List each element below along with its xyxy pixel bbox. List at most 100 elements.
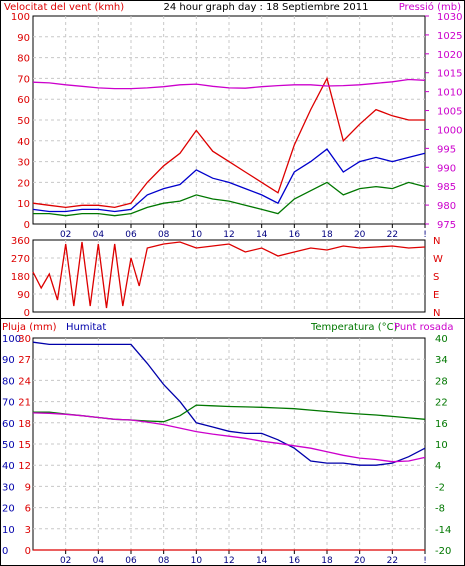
humidity-y-tick-label: 60 (2, 419, 15, 430)
temperature-y-tick-label: -20 (435, 546, 451, 557)
wind-series-0 (32, 76, 425, 209)
direction-compass-label: N (433, 236, 440, 247)
dewpoint-axis-title: Punt rosada (394, 322, 453, 333)
direction-y-tick-label: 270 (11, 254, 30, 265)
wind-series-3 (32, 78, 426, 90)
pressure-y-tick-label: 975 (437, 220, 456, 231)
wind-x-tick-label: 10 (191, 230, 203, 240)
temperature-y-tick-label: -2 (435, 482, 445, 493)
wind-y-tick-label: 50 (17, 116, 30, 127)
pressure-y-tick-label: 985 (437, 182, 456, 193)
temperature-y-tick-label: 28 (435, 376, 448, 387)
wind-y-tick-label: 60 (17, 95, 30, 106)
humidity-y-tick-label: 30 (2, 482, 15, 493)
temperature-y-tick-label: 22 (435, 398, 448, 409)
temperature-axis-title: Temperatura (°C) (310, 322, 398, 333)
rain-axis-title: Pluja (mm) (2, 322, 57, 333)
climate-x-tick-label: 02 (60, 556, 71, 566)
pressure-y-tick-label: 980 (437, 201, 456, 212)
climate-x-tick-label: 06 (125, 556, 137, 566)
rain-y-tick-label: 9 (25, 482, 31, 493)
wind-series-2 (33, 181, 426, 217)
temperature-y-tick-label: 34 (435, 355, 448, 366)
climate-x-tick-label: 22 (387, 556, 398, 566)
pressure-axis-title: Pressió (mb) (399, 1, 461, 13)
humidity-y-tick-label: 70 (2, 398, 15, 409)
rain-y-tick-label: 18 (18, 419, 31, 430)
pressure-y-tick-label: 1010 (437, 88, 462, 99)
wind-y-tick-label: 10 (17, 199, 30, 210)
wind-x-tick-label: 14 (256, 230, 268, 240)
rain-y-tick-label: 27 (18, 355, 31, 366)
humidity-y-tick-label: 40 (2, 461, 15, 472)
humidity-y-tick-label: 10 (2, 525, 15, 536)
rain-y-tick-label: 3 (25, 525, 31, 536)
pressure-y-tick-label: 1020 (437, 50, 462, 61)
humidity-axis-title: Humitat (66, 322, 106, 333)
wind-x-tick-label: 02 (60, 230, 71, 240)
temperature-y-tick-label: 16 (435, 419, 448, 430)
climate-x-tick-label: 04 (93, 556, 105, 566)
direction-compass-label: S (433, 272, 439, 283)
temperature-y-tick-label: 4 (435, 461, 441, 472)
humidity-y-tick-label: 100 (2, 334, 21, 345)
direction-y-tick-label: 180 (11, 272, 30, 283)
climate-x-tick-label: 16 (289, 556, 301, 566)
temperature-y-tick-label: -8 (435, 504, 445, 515)
pressure-y-tick-label: 1000 (437, 125, 462, 136)
humidity-y-tick-label: 90 (2, 355, 15, 366)
direction-compass-label: N (433, 308, 440, 319)
wind-x-tick-label: 18 (321, 230, 333, 240)
pressure-y-tick-label: 990 (437, 163, 456, 174)
wind-x-tick-label: 04 (93, 230, 105, 240)
humidity-y-tick-label: 0 (2, 546, 8, 557)
pressure-y-tick-label: 1025 (437, 31, 462, 42)
humidity-y-tick-label: 20 (2, 504, 15, 515)
direction-compass-label: E (433, 290, 439, 301)
pressure-y-tick-label: 1030 (437, 12, 462, 23)
temperature-y-tick-label: 10 (435, 440, 448, 451)
wind-x-tick-label: 08 (158, 230, 170, 240)
rain-y-tick-label: 6 (25, 504, 31, 515)
climate-series-3 (32, 412, 426, 463)
rain-y-tick-label: 0 (25, 546, 31, 557)
wind-series-1 (32, 148, 426, 213)
humidity-y-tick-label: 50 (2, 440, 15, 451)
climate-x-tick-label: 14 (256, 556, 268, 566)
climate-series-1 (32, 341, 426, 466)
direction-y-tick-label: 360 (11, 236, 30, 247)
direction-series-0 (32, 241, 426, 309)
rain-y-tick-label: 15 (18, 440, 31, 451)
pressure-y-tick-label: 995 (437, 144, 456, 155)
temperature-y-tick-label: -14 (435, 525, 451, 536)
wind-y-tick-label: 0 (24, 220, 30, 231)
direction-compass-label: W (433, 254, 443, 265)
pressure-y-tick-label: 1015 (437, 69, 462, 80)
wind-x-tick-label: 16 (289, 230, 301, 240)
rain-y-tick-label: 12 (18, 461, 31, 472)
wind-x-tick-label: ! (423, 230, 427, 240)
climate-x-tick-label: 08 (158, 556, 170, 566)
climate-x-tick-label: 18 (321, 556, 333, 566)
climate-x-tick-label: 12 (223, 556, 234, 566)
rain-y-tick-label: 30 (18, 334, 31, 345)
wind-y-tick-label: 40 (17, 137, 30, 148)
wind-x-tick-label: 20 (354, 230, 366, 240)
wind-y-tick-label: 80 (17, 54, 30, 65)
direction-y-tick-label: 0 (24, 308, 30, 319)
pressure-y-tick-label: 1005 (437, 107, 462, 118)
climate-x-tick-label: 10 (191, 556, 203, 566)
direction-y-tick-label: 90 (17, 290, 30, 301)
rain-y-tick-label: 21 (18, 398, 31, 409)
wind-x-tick-label: 22 (387, 230, 398, 240)
chart-title: 24 hour graph day : 18 Septiembre 2011 (164, 2, 369, 13)
wind-axis-title: Velocitat del vent (kmh) (4, 2, 124, 13)
wind-x-tick-label: 12 (223, 230, 234, 240)
climate-x-tick-label: ! (423, 556, 427, 566)
wind-y-tick-label: 20 (17, 178, 30, 189)
rain-y-tick-label: 24 (18, 376, 31, 387)
temperature-y-tick-label: 40 (435, 334, 448, 345)
wind-y-tick-label: 30 (17, 158, 30, 169)
